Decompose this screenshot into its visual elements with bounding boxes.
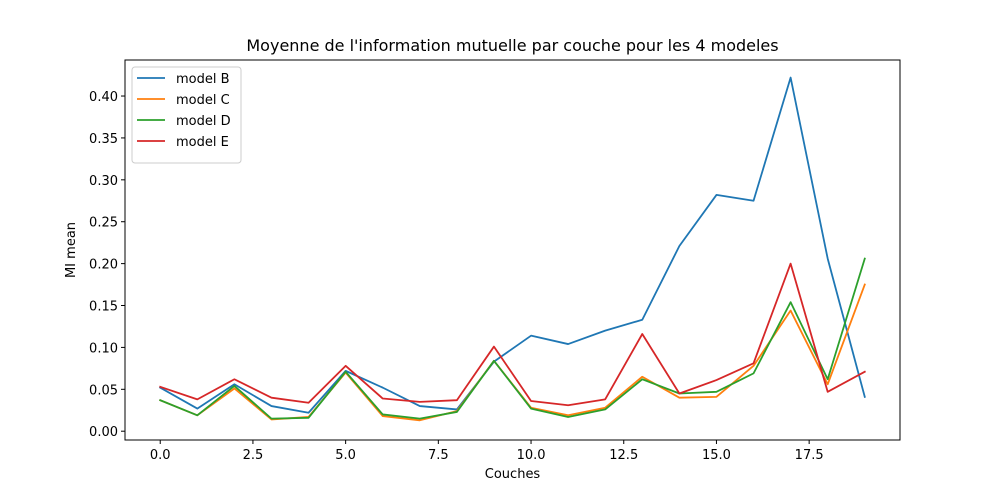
y-tick-label: 0.00 <box>89 425 118 440</box>
y-tick-label: 0.10 <box>89 341 118 356</box>
y-tick-label: 0.35 <box>89 132 118 147</box>
y-tick-label: 0.15 <box>89 300 118 315</box>
series-line-model-e <box>159 262 866 407</box>
legend: model B model C model D model E <box>131 66 242 164</box>
x-axis-label: Couches <box>485 467 541 482</box>
x-tick-label: 5.0 <box>335 448 356 463</box>
y-tick-label: 0.40 <box>89 90 118 105</box>
x-tick-label: 7.5 <box>428 448 449 463</box>
x-tick-label: 0.0 <box>150 448 171 463</box>
chart-title: Moyenne de l'information mutuelle par co… <box>246 36 778 55</box>
x-tick-label: 12.5 <box>609 448 638 463</box>
legend-label: model B <box>176 72 230 87</box>
plot-frame <box>124 59 901 441</box>
y-axis: 0.00 0.05 0.10 0.15 0.20 0.25 0.30 0.35 0.40 <box>89 90 125 440</box>
y-tick-label: 0.25 <box>89 216 118 231</box>
series-line-model-d <box>159 257 866 420</box>
x-tick-label: 15.0 <box>702 448 731 463</box>
legend-label: model E <box>176 135 229 150</box>
x-axis: 0.0 2.5 5.0 7.5 10.0 12.5 15.0 17.5 <box>150 440 824 463</box>
x-tick-label: 17.5 <box>795 448 824 463</box>
y-tick-label: 0.30 <box>89 174 118 189</box>
plot-area <box>159 76 866 422</box>
y-tick-label: 0.20 <box>89 258 118 273</box>
legend-label: model C <box>176 93 230 108</box>
x-tick-label: 10.0 <box>517 448 546 463</box>
y-axis-label: MI mean <box>64 222 79 278</box>
legend-label: model D <box>176 114 231 129</box>
legend-box <box>131 66 242 164</box>
y-tick-label: 0.05 <box>89 383 118 398</box>
series-line-model-b <box>159 76 866 414</box>
x-tick-label: 2.5 <box>243 448 264 463</box>
